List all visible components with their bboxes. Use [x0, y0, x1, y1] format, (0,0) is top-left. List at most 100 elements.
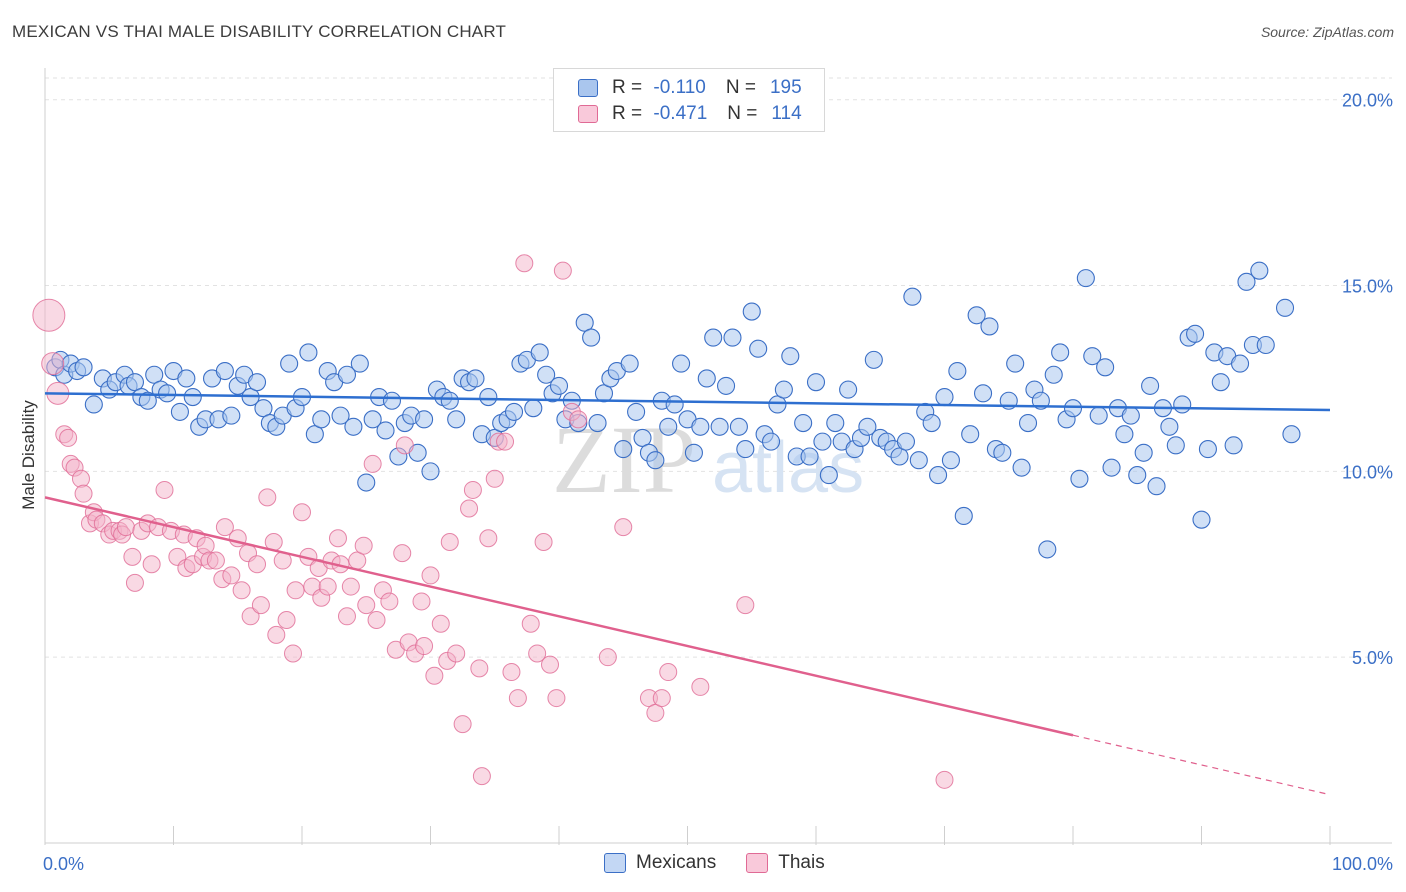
mexicans-point [1160, 417, 1179, 436]
mexicans-point [749, 339, 768, 358]
mexicans-point [1198, 440, 1217, 459]
thais-point [569, 410, 588, 429]
thais-point [472, 767, 491, 786]
thais-swatch [578, 105, 598, 123]
mexicans-point [993, 443, 1012, 462]
thais-point [393, 544, 412, 563]
thais-point [41, 352, 65, 376]
thais-point [460, 499, 479, 518]
mexicans-point [1083, 347, 1102, 366]
mexicans-point [672, 354, 691, 373]
mexicans-point [1089, 406, 1108, 425]
mexicans-point [588, 414, 607, 433]
mexicans-point [794, 414, 813, 433]
thais-point [286, 581, 305, 600]
mexicans-point [170, 402, 189, 421]
mexicans-point [582, 328, 601, 347]
thais-point [318, 577, 337, 596]
mexicans-point [1166, 436, 1185, 455]
thais-point [363, 454, 382, 473]
mexicans-point [504, 402, 524, 421]
legend-item-thais: Thais [746, 852, 825, 874]
thais-point [232, 581, 251, 600]
thais-point [123, 547, 142, 566]
thais-point [415, 637, 434, 656]
thais-point [541, 655, 560, 674]
mexicans-point [710, 417, 729, 436]
thais-point [380, 592, 399, 611]
thais-point [395, 436, 414, 455]
mexicans-point [74, 358, 93, 377]
mexicans-point [1231, 354, 1250, 373]
mexicans-point [697, 369, 716, 388]
mexicans-point [1051, 343, 1070, 362]
y-axis-label: Male Disability [19, 400, 38, 510]
series-mexicans [46, 261, 1301, 559]
axes [44, 68, 1392, 845]
r-label: R = [612, 103, 643, 124]
mexicans-point [1076, 269, 1095, 288]
thais-point [116, 518, 135, 537]
thais-trend-line [44, 496, 1074, 737]
mexicans-point [479, 387, 498, 407]
mexicans-point [716, 376, 736, 395]
mexicans-point [1121, 406, 1140, 425]
mexicans-point [781, 347, 800, 366]
mexicans-point [858, 417, 877, 436]
mexicans-point [929, 466, 948, 485]
mexicans-point [1186, 324, 1205, 343]
mexicans-point [1211, 373, 1230, 392]
legend-row-mexicans: R = -0.110 N = 195 [578, 77, 802, 99]
n-label: N = [727, 103, 758, 124]
mexicans-point [954, 506, 973, 526]
thais-point [354, 536, 373, 555]
thais-point [284, 644, 303, 663]
mexicans-point [537, 365, 556, 384]
mexicans-point [1134, 443, 1153, 462]
legend-row-thais: R = -0.471 N = 114 [578, 103, 802, 125]
mexicans-point [614, 440, 633, 459]
mexicans-point [684, 443, 703, 462]
mexicans-point [183, 387, 202, 407]
mexicans-point [736, 440, 755, 459]
mexicans-point [138, 391, 157, 410]
mexicans-point [980, 317, 999, 336]
mexicans-point [973, 384, 993, 403]
thais-point [248, 555, 267, 574]
thais-point [659, 663, 678, 682]
thais-point [425, 666, 444, 685]
thais-point [431, 614, 450, 633]
trend-lines [44, 392, 1331, 796]
mexicans-point [1012, 458, 1031, 477]
mexicans-point [813, 432, 832, 451]
axis-labels: 5.0% 10.0% 15.0% 20.0% 0.0% 100.0% [43, 91, 1393, 874]
thais-point [267, 625, 286, 644]
thais-point [258, 488, 277, 507]
x-tick-label-max: 100.0% [1332, 854, 1393, 874]
mexicans-point [967, 306, 986, 325]
thais-point [496, 432, 515, 451]
mexicans-point [1006, 354, 1025, 373]
n-value: 195 [769, 77, 802, 98]
mexicans-point [1038, 540, 1057, 559]
mexicans-point [376, 421, 395, 440]
mexicans-point [447, 410, 466, 429]
mexicans-point [1282, 425, 1301, 444]
mexicans-point [1115, 425, 1134, 444]
mexicans-point [627, 402, 646, 421]
thais-point [453, 715, 472, 734]
mexicans-point [1044, 365, 1063, 384]
mexicans-point [312, 410, 331, 429]
mexicans-point [440, 391, 459, 410]
mexicans-point [948, 361, 967, 381]
mexicans-point [299, 343, 318, 362]
thais-point [463, 480, 482, 499]
mexicans-point [723, 328, 742, 347]
mexicans-point [1063, 399, 1083, 418]
mexicans-point [466, 369, 485, 388]
thais-point [142, 555, 161, 574]
thais-trend-extension [1072, 734, 1331, 796]
thais-point [440, 532, 459, 551]
mexicans-point [177, 369, 196, 388]
thais-point [447, 644, 466, 663]
